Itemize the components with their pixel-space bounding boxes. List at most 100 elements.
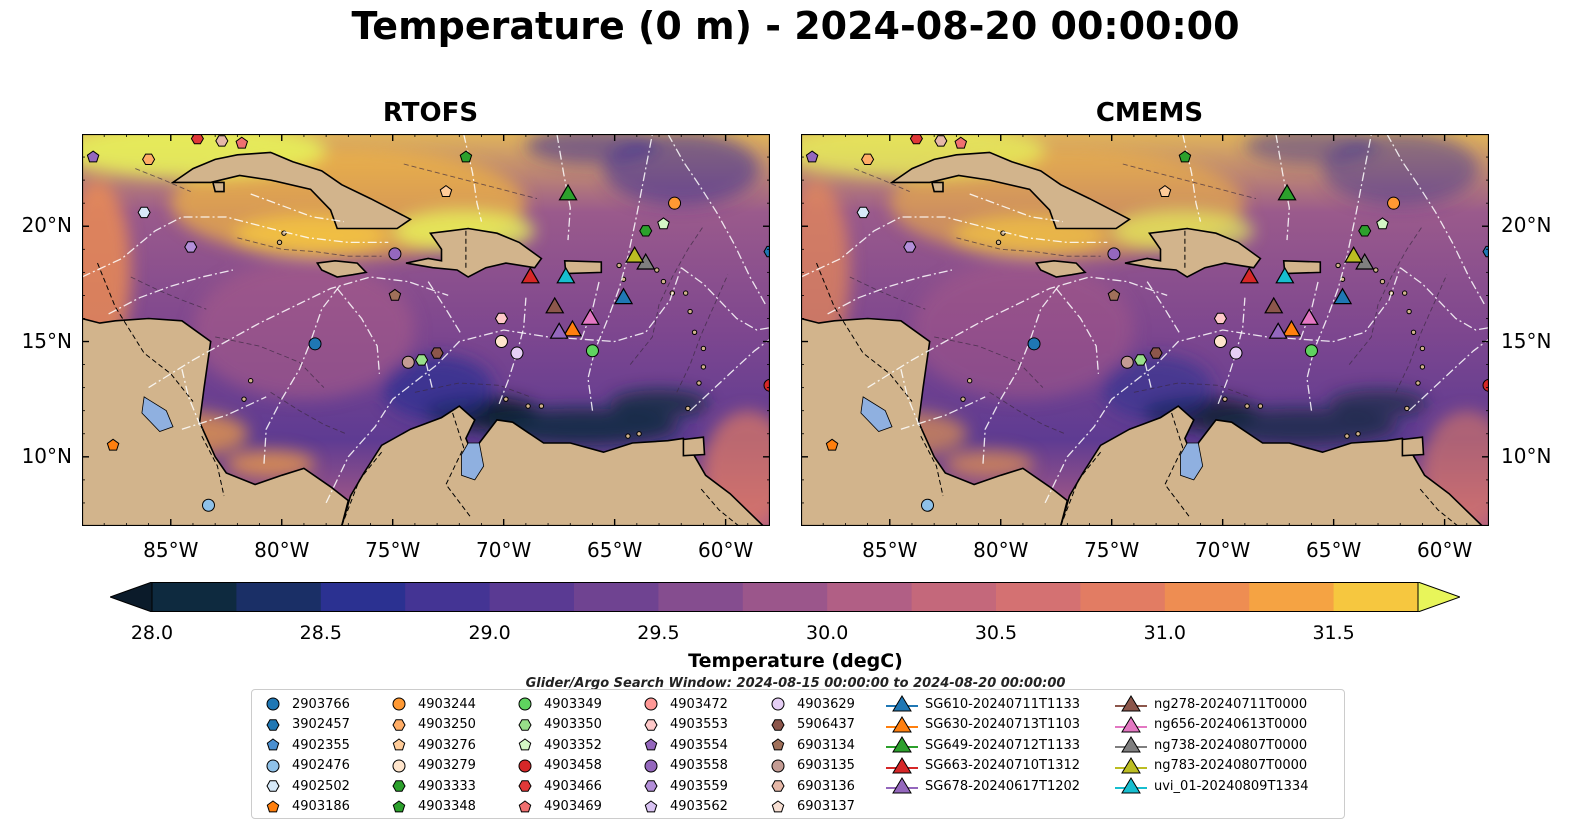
- colorbar-band: [405, 582, 491, 612]
- hexagon-marker-icon: [518, 780, 532, 792]
- pentagon-marker-icon: [644, 799, 658, 812]
- colorbar-tick-label: 30.0: [806, 622, 849, 644]
- legend-marker: [771, 780, 785, 792]
- legend-label: SG610-20240711T1133: [925, 696, 1081, 712]
- colorbar-tick-label: 28.5: [299, 622, 342, 644]
- argo-float-4903352: [657, 217, 670, 230]
- pentagon-marker-icon: [518, 738, 532, 751]
- lon-tick-label: 75°W: [1084, 538, 1140, 562]
- argo-float-4903554: [86, 150, 100, 163]
- pentagon-marker-icon: [771, 738, 785, 751]
- glider-SG649-20240712T1133: [1277, 183, 1297, 201]
- legend-label: 4902476: [292, 758, 350, 773]
- lon-tick-label: 65°W: [1306, 538, 1362, 562]
- legend-item-glider: ng278-20240711T0000: [1114, 694, 1307, 714]
- lat-tick-label-right: 20°N: [1501, 213, 1552, 238]
- colorbar-tick-label: 28.0: [130, 622, 174, 644]
- legend-item-glider: SG610-20240711T1133: [885, 694, 1080, 714]
- lat-tick-label-left: 15°N: [21, 328, 72, 353]
- triangle-marker-icon: [1115, 695, 1147, 712]
- argo-float-4903558: [1107, 247, 1121, 261]
- legend-label: 4903250: [418, 717, 476, 732]
- legend-item-argo: 5906437: [765, 715, 855, 735]
- lon-tick-label: 85°W: [143, 538, 199, 562]
- legend-marker: [644, 780, 658, 792]
- legend-item-argo: 4903352: [512, 735, 602, 755]
- argo-float-6903135: [401, 355, 415, 369]
- legend-item-argo: 6903137: [765, 797, 855, 817]
- legend-label: 4903466: [544, 778, 602, 794]
- lat-tick-label-left: 10°N: [21, 443, 72, 468]
- colorbar-band: [827, 582, 913, 612]
- legend-label: 6903135: [797, 758, 855, 773]
- legend-item-argo: 4903349: [512, 694, 602, 714]
- argo-float-4903279: [1213, 335, 1227, 349]
- legend-item-argo: 4903472: [638, 694, 728, 714]
- argo-float-4903186: [825, 438, 839, 451]
- colorbar-tick-label: 31.5: [1312, 622, 1355, 644]
- legend-item-argo: 4903562: [638, 797, 728, 817]
- circle-marker-icon: [392, 697, 406, 711]
- argo-float-4903276: [1158, 185, 1172, 197]
- legend-label: 4903186: [292, 799, 350, 814]
- argo-float-4903250: [861, 153, 875, 166]
- hexagon-marker-icon: [266, 718, 280, 731]
- legend-marker: [518, 759, 532, 772]
- argo-float-4903349: [1304, 344, 1318, 358]
- lon-tick-label: 70°W: [476, 538, 532, 562]
- legend-label: 4903244: [418, 696, 476, 712]
- legend-label: 4902502: [292, 778, 350, 794]
- colorbar-band: [236, 582, 322, 612]
- legend-marker: [392, 738, 406, 751]
- hexagon-marker-icon: [266, 780, 280, 792]
- glider-ng783-20240807T0000: [1344, 246, 1364, 263]
- glider-SG663-20240710T1312: [1239, 266, 1259, 284]
- legend-item-glider: SG649-20240712T1133: [885, 735, 1080, 755]
- hexagon-marker-icon: [392, 718, 406, 731]
- hexagon-marker-icon: [644, 718, 658, 731]
- legend-marker: [518, 780, 532, 792]
- argo-float-6903134: [388, 288, 402, 301]
- glider-SG678-20240617T1202: [549, 322, 569, 339]
- triangle-marker-icon: [1115, 756, 1147, 773]
- colorbar-band: [152, 582, 237, 612]
- argo-float-6903134: [1107, 288, 1121, 301]
- lon-tick-label: 65°W: [587, 538, 643, 562]
- triangle-marker-icon: [886, 715, 918, 732]
- argo-float-4902476: [921, 498, 935, 512]
- legend-label: 4903554: [670, 737, 728, 753]
- pentagon-marker-icon: [266, 738, 280, 751]
- glider-SG610-20240711T1133: [1332, 287, 1353, 305]
- circle-marker-icon: [266, 759, 280, 772]
- triangle-marker-icon: [1115, 736, 1147, 753]
- argo-float-4903244: [668, 196, 682, 210]
- legend-label: uvi_01-20240809T1334: [1154, 778, 1309, 794]
- colorbar: [110, 582, 1460, 612]
- legend-item-argo: 4903558: [638, 756, 728, 776]
- legend-label: 4903276: [418, 737, 476, 753]
- hexagon-marker-icon: [518, 718, 532, 731]
- legend-marker: [518, 697, 532, 711]
- colorbar-band: [320, 582, 406, 612]
- colorbar-band: [489, 582, 575, 612]
- lon-tick-label: 70°W: [1195, 538, 1251, 562]
- panel-title-cmems: CMEMS: [1095, 98, 1204, 128]
- hexagon-marker-icon: [771, 718, 785, 731]
- circle-marker-icon: [518, 697, 532, 711]
- argo-float-4903244: [1387, 196, 1401, 210]
- legend-marker: [771, 738, 785, 751]
- hexagon-marker-icon: [644, 780, 658, 792]
- legend-label: SG678-20240617T1202: [925, 778, 1081, 794]
- land-mask: [801, 134, 1489, 526]
- circle-marker-icon: [644, 759, 658, 772]
- argo-float-4903559: [184, 241, 198, 253]
- colorbar-band: [658, 582, 744, 612]
- legend-item-argo: 6903136: [765, 776, 855, 796]
- argo-float-4903350: [1133, 354, 1148, 366]
- lon-tick-label: 60°W: [1416, 538, 1473, 562]
- colorbar-band: [1333, 582, 1419, 612]
- argo-float-4903349: [585, 344, 599, 358]
- glider-SG649-20240712T1133: [558, 183, 578, 201]
- legend-marker: [266, 759, 280, 772]
- argo-float-4903350: [414, 354, 429, 366]
